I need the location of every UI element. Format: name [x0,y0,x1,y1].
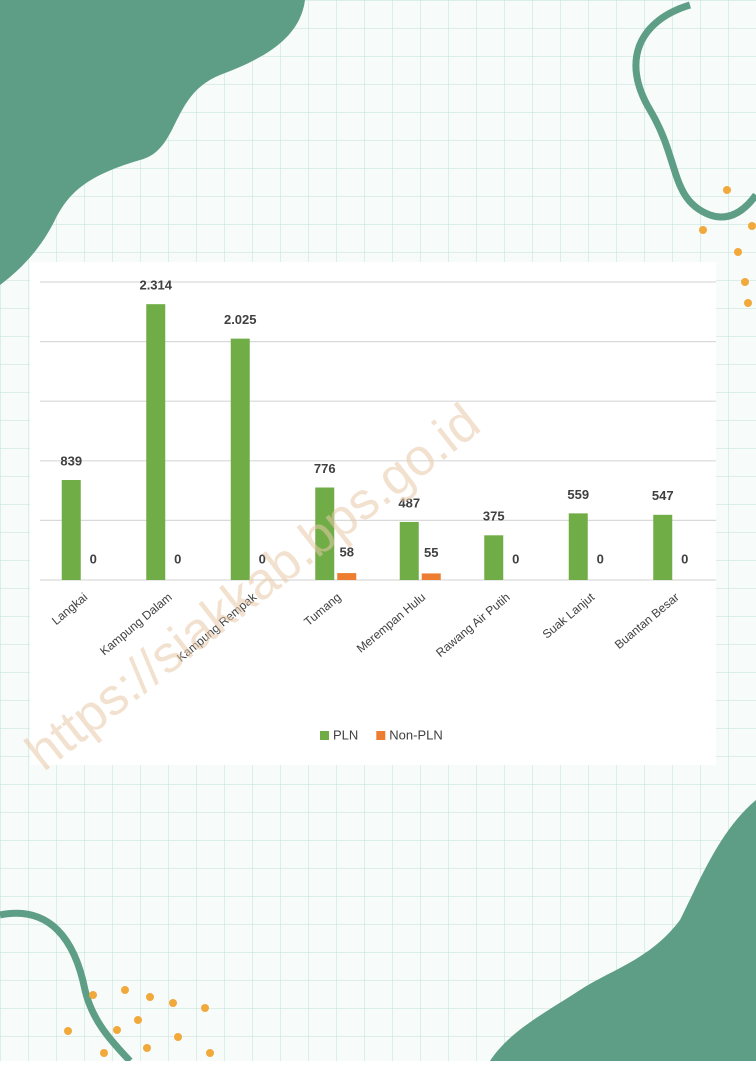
data-label: 0 [174,551,181,566]
data-label: 55 [424,545,438,560]
bar [337,573,357,580]
data-label: 58 [340,545,354,560]
bar [421,573,441,580]
data-label: 0 [597,551,604,566]
bar [146,304,166,580]
bar [653,514,673,580]
blob [490,800,756,1061]
data-label: 487 [398,495,420,510]
data-label: 776 [314,461,336,476]
legend-label: Non-PLN [389,727,442,742]
data-label: 0 [512,551,519,566]
bar [315,487,335,580]
data-label: 0 [90,551,97,566]
blob [0,0,305,285]
bar [399,521,419,580]
bar [61,479,81,580]
data-label: 2.025 [224,312,257,327]
curve [0,909,133,1064]
data-label: 839 [60,453,82,468]
chart-panel [30,262,716,765]
curve [632,1,756,221]
bar [230,338,250,580]
data-label: 0 [259,551,266,566]
data-label: 547 [652,488,674,503]
data-label: 375 [483,509,505,524]
bar [568,513,588,580]
data-label: 0 [681,551,688,566]
data-label: 2.314 [139,278,172,293]
legend-label: PLN [333,727,358,742]
dots [64,186,756,1057]
legend-swatch [320,731,329,740]
data-label: 559 [567,487,589,502]
legend-swatch [376,731,386,740]
bar [484,535,504,580]
